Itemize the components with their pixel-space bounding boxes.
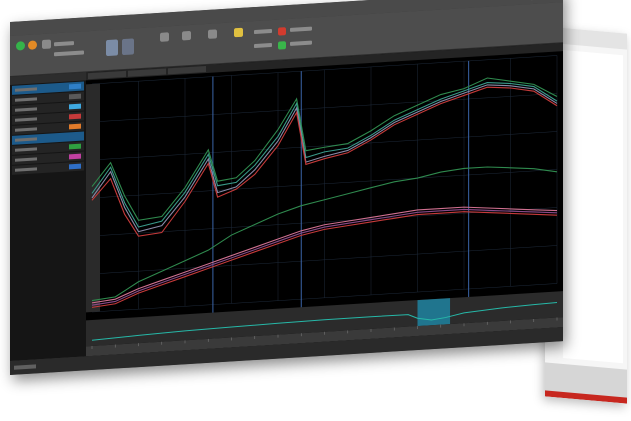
- check-icon[interactable]: [278, 41, 286, 50]
- tool-icon[interactable]: [42, 39, 51, 50]
- grid-line-horizontal: [92, 169, 557, 199]
- grid-line-horizontal: [92, 245, 557, 275]
- channel-label: [15, 107, 37, 112]
- ribbon-label: [54, 41, 74, 47]
- lightbulb-icon[interactable]: [234, 27, 243, 38]
- series-line: [91, 211, 558, 308]
- series-line: [91, 166, 558, 302]
- channel-label: [15, 157, 37, 162]
- ribbon-label: [54, 50, 84, 57]
- overview-line: [91, 301, 558, 341]
- zoom-selection[interactable]: [417, 298, 451, 327]
- channel-label: [15, 167, 37, 172]
- series-line: [91, 82, 558, 228]
- channel-color-swatch[interactable]: [69, 123, 81, 130]
- series-line: [91, 84, 558, 233]
- background-window-plot: [563, 49, 623, 364]
- layout-icon[interactable]: [122, 38, 134, 56]
- grid-line-horizontal: [92, 93, 557, 123]
- channel-color-swatch[interactable]: [69, 113, 81, 120]
- channel-color-swatch[interactable]: [69, 103, 81, 110]
- ribbon-label: [254, 42, 272, 49]
- channel-color-swatch[interactable]: [69, 83, 81, 90]
- record-icon[interactable]: [278, 27, 286, 36]
- channel-color-swatch[interactable]: [69, 93, 81, 100]
- stop-icon[interactable]: [28, 40, 37, 50]
- main-window: [10, 0, 563, 376]
- channel-label: [15, 117, 37, 122]
- channel-color-swatch[interactable]: [69, 153, 81, 160]
- series-line: [91, 77, 558, 221]
- channel-list: [10, 81, 86, 175]
- plot-area[interactable]: [86, 43, 563, 357]
- channel-label: [15, 147, 37, 152]
- line-chart[interactable]: [86, 51, 563, 357]
- channel-color-swatch[interactable]: [69, 163, 81, 170]
- channel-label: [15, 87, 37, 92]
- channel-color-swatch[interactable]: [69, 143, 81, 150]
- channel-panel: [10, 72, 86, 362]
- ribbon-label: [254, 28, 272, 35]
- channel-label: [15, 127, 37, 132]
- channel-label: [15, 97, 37, 102]
- channel-label: [15, 137, 37, 142]
- ribbon-label: [290, 26, 312, 32]
- status-text: [14, 364, 36, 370]
- series-line: [91, 206, 558, 304]
- channel-color-swatch[interactable]: [69, 133, 81, 140]
- time-axis: [86, 317, 563, 357]
- grid-line-horizontal: [92, 131, 557, 161]
- view-icon[interactable]: [106, 39, 118, 57]
- series-line: [91, 86, 558, 237]
- settings-icon[interactable]: [160, 32, 169, 42]
- document-icon[interactable]: [208, 29, 217, 39]
- series-line: [91, 208, 558, 306]
- grid-line-horizontal: [92, 55, 557, 85]
- export-icon[interactable]: [182, 30, 191, 41]
- axis-gutter: [86, 83, 100, 313]
- play-icon[interactable]: [16, 41, 25, 51]
- grid-line-horizontal: [92, 283, 557, 313]
- ribbon-label: [290, 40, 312, 46]
